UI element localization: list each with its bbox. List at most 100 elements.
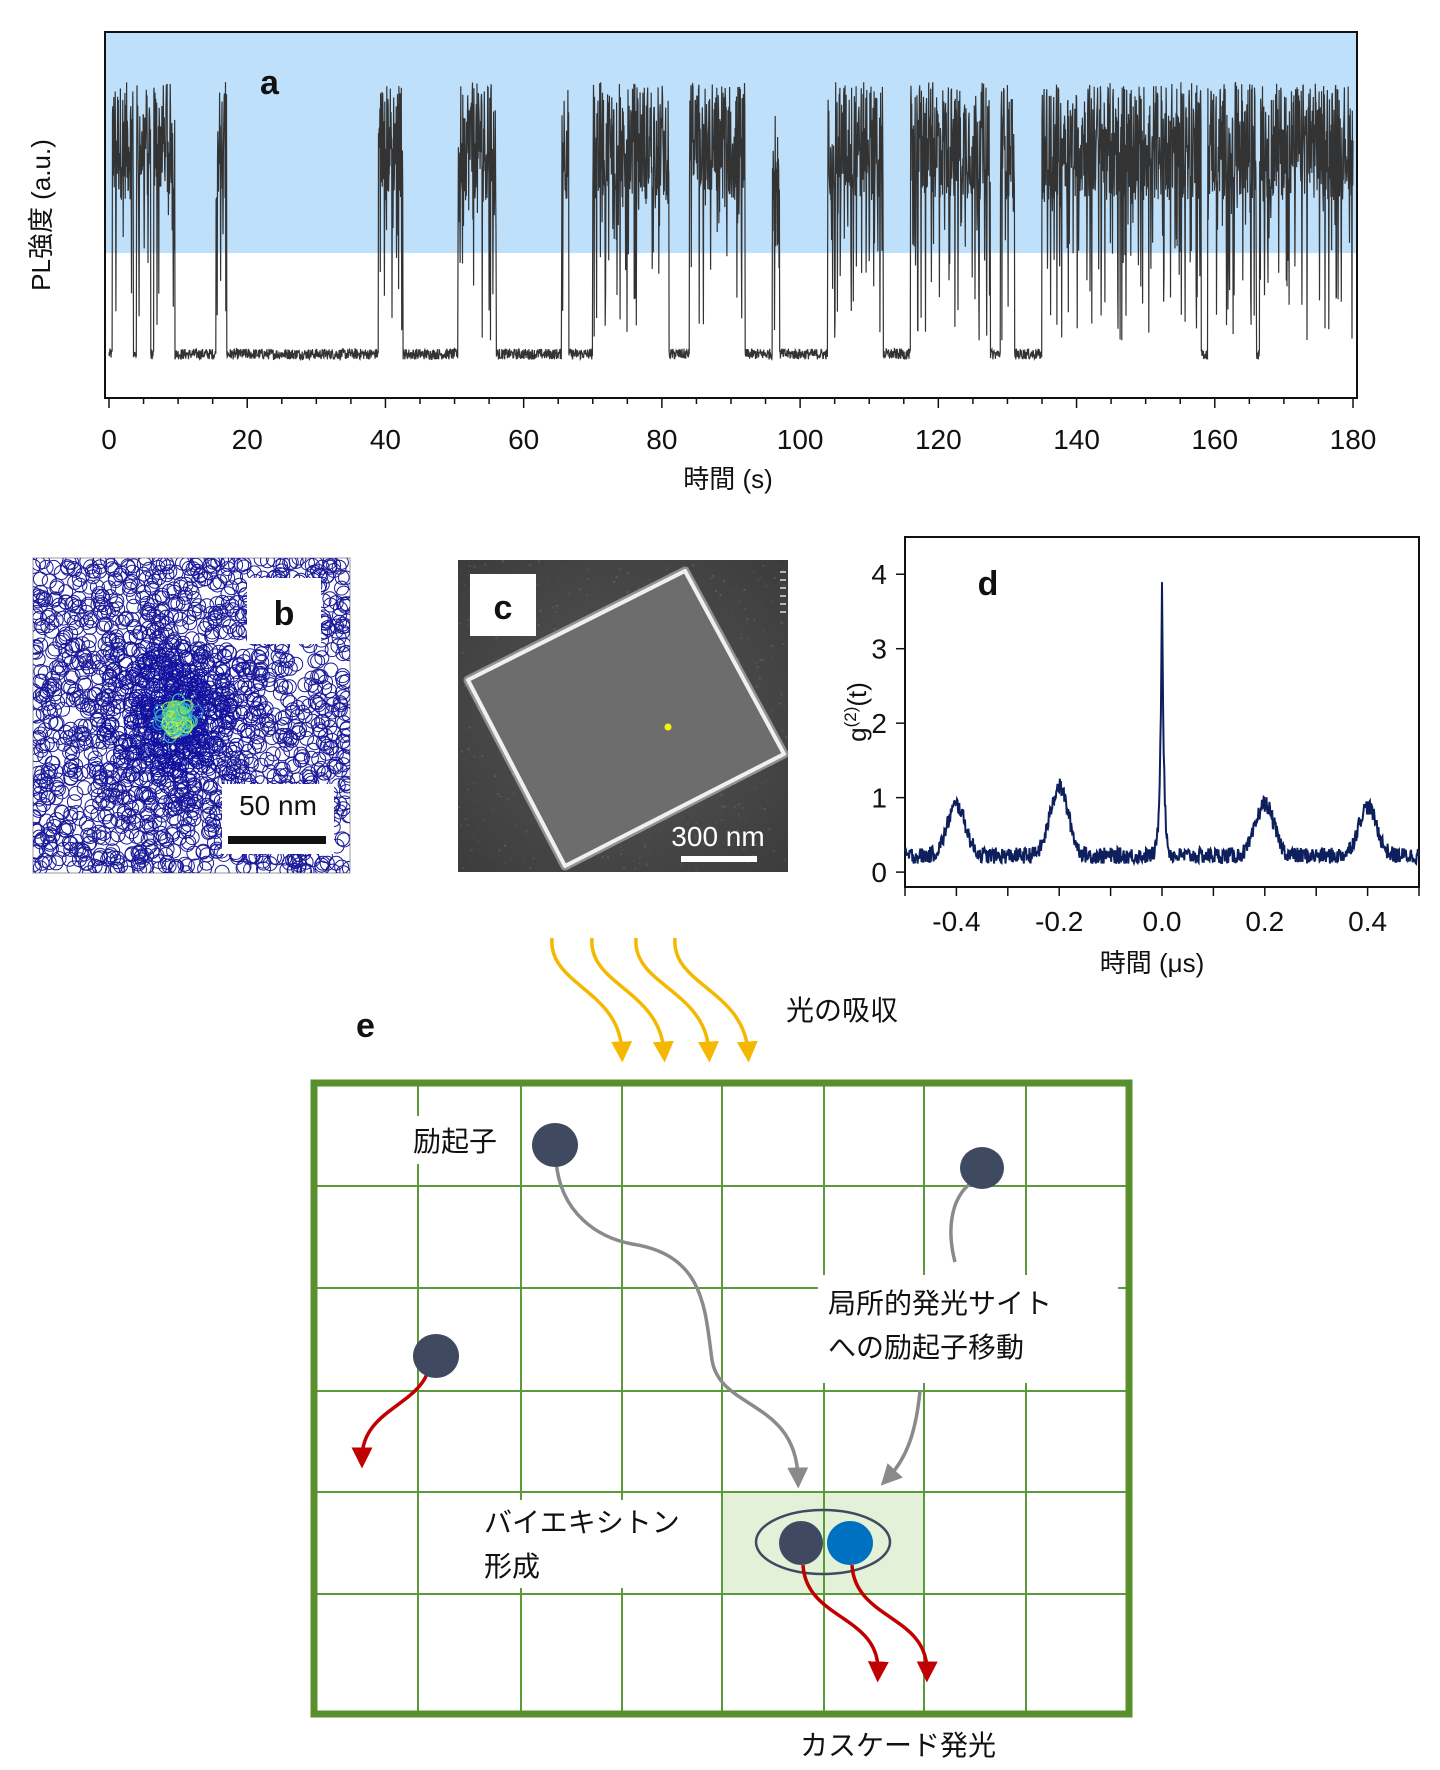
- localization-point: [236, 661, 252, 677]
- noise-speck: [722, 580, 725, 583]
- localization-point: [204, 624, 220, 640]
- localization-point: [162, 564, 178, 580]
- localization-point: [118, 675, 134, 691]
- localization-point: [126, 558, 142, 574]
- noise-speck: [744, 842, 746, 844]
- localization-point: [103, 620, 119, 636]
- noise-speck: [722, 846, 725, 849]
- localization-point: [33, 605, 44, 620]
- localization-point: [322, 591, 338, 607]
- localization-point: [33, 664, 49, 679]
- localization-point: [298, 854, 314, 870]
- noise-speck: [639, 854, 641, 857]
- localization-point: [113, 858, 129, 873]
- localization-point: [75, 664, 90, 680]
- noise-speck: [667, 819, 669, 822]
- localization-point: [83, 745, 99, 761]
- localization-point: [297, 708, 313, 724]
- localization-point: [48, 716, 64, 732]
- localization-point: [89, 654, 105, 670]
- localization-point: [51, 851, 67, 867]
- localization-point: [90, 712, 105, 728]
- noise-speck: [483, 819, 486, 821]
- noise-speck: [468, 607, 471, 609]
- noise-speck: [498, 849, 501, 852]
- localization-point: [123, 721, 139, 737]
- localization-point: [314, 650, 330, 666]
- noise-speck: [741, 807, 744, 809]
- localization-point: [208, 691, 224, 707]
- localization-point: [267, 707, 282, 723]
- localization-point: [184, 631, 200, 647]
- localization-point: [136, 558, 152, 572]
- noise-speck: [783, 662, 786, 665]
- noise-speck: [762, 630, 764, 633]
- biexciton-label-line1: バイエキシトン: [484, 1507, 680, 1538]
- noise-speck: [742, 644, 745, 647]
- panel-b: b 50 nm: [32, 557, 351, 874]
- noise-speck: [461, 867, 464, 869]
- localization-point: [190, 661, 206, 677]
- noise-speck: [467, 824, 470, 826]
- localization-point: [172, 768, 188, 784]
- localization-point: [179, 651, 195, 667]
- localization-point: [33, 778, 48, 794]
- noise-speck: [764, 649, 767, 652]
- localization-point: [266, 558, 281, 567]
- nanocrystal-plate: [466, 569, 786, 868]
- noise-speck: [477, 708, 480, 711]
- noise-speck: [539, 834, 542, 837]
- panel-c-label: c: [494, 589, 513, 627]
- localization-point: [214, 558, 229, 567]
- noise-speck: [553, 628, 556, 630]
- localization-point: [200, 758, 216, 774]
- localization-point: [33, 802, 47, 818]
- localization-point: [170, 748, 186, 764]
- localization-point: [161, 858, 177, 873]
- noise-speck: [463, 728, 465, 731]
- localization-point: [289, 709, 305, 725]
- localization-point: [221, 766, 237, 782]
- localization-point: [309, 695, 325, 711]
- localization-point: [339, 735, 350, 751]
- localization-point: [217, 649, 233, 665]
- noise-speck: [782, 584, 785, 587]
- noise-speck: [770, 785, 773, 788]
- noise-speck: [768, 828, 771, 831]
- noise-speck: [783, 621, 786, 624]
- localization-point: [78, 655, 94, 671]
- localization-point: [293, 746, 309, 762]
- noise-speck: [514, 812, 516, 815]
- localization-point: [206, 674, 222, 690]
- localization-point: [170, 596, 186, 612]
- localization-point: [33, 844, 45, 860]
- localization-point: [91, 824, 107, 840]
- noise-speck: [654, 857, 657, 860]
- localization-point: [175, 660, 191, 676]
- localization-point: [279, 862, 295, 873]
- localization-point: [274, 662, 290, 678]
- noise-speck: [715, 590, 717, 593]
- localization-point: [133, 849, 149, 865]
- panel-b-label-box: [247, 578, 321, 644]
- localization-point: [339, 613, 350, 629]
- noise-speck: [619, 568, 622, 571]
- localization-point: [76, 675, 92, 691]
- noise-speck: [527, 820, 530, 823]
- panel-e: e 光の吸収 励起子 局所的発光サイト への励起子移動 バイエキシトン 形成: [310, 937, 1133, 1761]
- localization-point: [95, 734, 111, 750]
- localization-point: [161, 650, 177, 666]
- localization-point: [33, 719, 46, 735]
- localization-point: [261, 672, 277, 687]
- localization-point: [87, 756, 103, 772]
- noise-speck: [669, 564, 671, 567]
- localization-point: [226, 704, 242, 720]
- localization-point: [215, 664, 231, 680]
- noise-speck: [771, 600, 774, 603]
- localization-point: [157, 858, 173, 873]
- localization-point: [58, 584, 74, 600]
- localization-point: [319, 745, 335, 761]
- noise-speck: [732, 830, 735, 833]
- noise-speck: [473, 782, 476, 785]
- localization-point: [138, 655, 154, 671]
